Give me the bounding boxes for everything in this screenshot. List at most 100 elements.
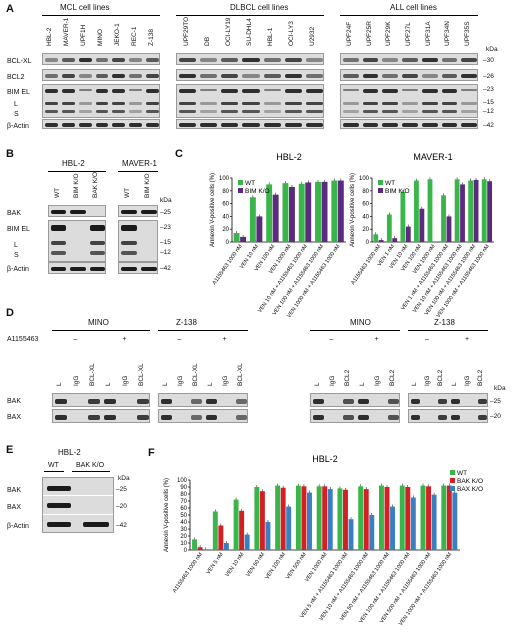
panel-a-label: A xyxy=(6,3,14,15)
d-line-4 xyxy=(408,330,488,331)
bar xyxy=(369,515,375,550)
bar xyxy=(331,180,338,242)
treatment-sign: + xyxy=(465,336,470,343)
blot-strip xyxy=(408,393,488,407)
lane-label: IgG xyxy=(176,375,184,386)
lane-label: IgG xyxy=(121,375,129,386)
band xyxy=(421,123,438,127)
bar xyxy=(410,497,416,550)
band xyxy=(313,414,324,420)
band xyxy=(129,74,143,78)
band xyxy=(358,414,369,420)
band xyxy=(61,89,75,93)
band xyxy=(95,123,109,127)
band xyxy=(305,123,323,127)
band xyxy=(146,89,159,93)
blot-strip xyxy=(52,393,150,407)
row-label-bim-el: BIM EL xyxy=(7,226,30,233)
row-label-s: S xyxy=(14,111,19,118)
d-kda-20: –20 xyxy=(490,413,501,420)
band xyxy=(263,74,281,78)
bar xyxy=(192,539,198,550)
kda-12: –12 xyxy=(483,108,494,115)
blot-strip xyxy=(176,84,324,118)
bar xyxy=(358,486,364,550)
kda-42: –42 xyxy=(160,265,171,272)
row-label-l: L xyxy=(14,242,18,249)
band xyxy=(161,414,172,420)
lane-label: L xyxy=(105,382,113,386)
kda-25: –25 xyxy=(160,209,171,216)
band xyxy=(305,102,323,105)
band xyxy=(95,89,109,93)
y-tick-label: 40 xyxy=(362,214,369,220)
band xyxy=(242,58,260,62)
band xyxy=(263,110,281,113)
e-row-bax: BAX xyxy=(7,504,22,511)
band xyxy=(305,58,323,62)
band xyxy=(112,110,126,113)
band xyxy=(179,74,197,78)
blot-strip xyxy=(118,262,158,274)
bar xyxy=(266,184,273,242)
band xyxy=(441,58,458,62)
group-line-all xyxy=(340,15,478,16)
band xyxy=(87,414,100,420)
band xyxy=(236,398,247,404)
bar xyxy=(337,488,343,550)
e-lane-bak-ko: BAK K/O xyxy=(76,462,105,469)
band xyxy=(89,251,105,255)
bar xyxy=(239,510,245,550)
lane-label: BCL-XL xyxy=(88,363,96,386)
y-tick-label: 0 xyxy=(226,240,230,246)
legend-swatch xyxy=(238,180,243,185)
y-tick-label: 20 xyxy=(362,227,369,233)
lane-label: BCL-XL xyxy=(191,363,199,386)
band xyxy=(461,58,477,62)
legend-label: BIM K/O xyxy=(245,188,270,195)
band xyxy=(411,414,421,420)
bar xyxy=(446,485,452,550)
d-line-2 xyxy=(158,330,248,331)
blot-strip xyxy=(310,393,400,407)
band xyxy=(242,102,260,105)
y-tick-label: 20 xyxy=(180,534,187,540)
bar xyxy=(487,181,493,242)
bar xyxy=(427,179,433,242)
bar xyxy=(218,525,224,550)
bar xyxy=(373,234,379,242)
e-kda-title: kDa xyxy=(118,475,130,482)
band xyxy=(136,398,149,404)
bar xyxy=(400,192,406,242)
bar xyxy=(305,182,312,242)
band xyxy=(421,89,438,93)
band xyxy=(200,58,218,62)
band xyxy=(421,58,438,62)
band xyxy=(382,123,399,127)
legend-label: WT xyxy=(385,180,395,187)
gap xyxy=(43,495,113,496)
band xyxy=(55,398,68,404)
lane-label: BCL2 xyxy=(388,369,396,386)
band xyxy=(441,102,458,105)
y-tick-label: 60 xyxy=(222,202,229,208)
treatment-sign: – xyxy=(73,336,78,343)
y-tick-label: 90 xyxy=(180,485,187,491)
legend-label: BAX K/O xyxy=(457,486,483,493)
blot-strip xyxy=(310,409,400,423)
row-label-bim-el: BIM EL xyxy=(7,89,30,96)
band xyxy=(47,503,71,508)
band xyxy=(362,110,379,113)
legend-swatch xyxy=(238,188,243,193)
bar xyxy=(363,489,369,550)
bar xyxy=(295,485,301,550)
y-tick-label: 100 xyxy=(219,176,230,182)
band xyxy=(136,414,149,420)
band xyxy=(95,110,109,113)
category-label: VEN 10 nM xyxy=(225,551,246,578)
bar xyxy=(441,195,446,242)
legend-swatch xyxy=(450,486,455,491)
bar xyxy=(322,486,328,550)
